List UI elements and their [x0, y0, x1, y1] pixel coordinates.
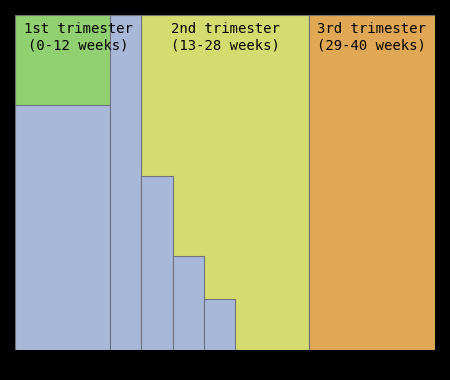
Text: 2nd trimester
(13-28 weeks): 2nd trimester (13-28 weeks) [171, 22, 279, 52]
Text: 3rd trimester
(29-40 weeks): 3rd trimester (29-40 weeks) [317, 22, 426, 52]
Bar [110, 15, 141, 350]
Bar [141, 176, 172, 350]
Text: 1st trimester
(0-12 weeks): 1st trimester (0-12 weeks) [24, 22, 133, 52]
Bar [309, 15, 435, 350]
Bar [15, 15, 141, 350]
Bar [15, 106, 110, 350]
Bar [141, 15, 309, 350]
Bar [172, 256, 204, 350]
Bar [204, 299, 235, 350]
